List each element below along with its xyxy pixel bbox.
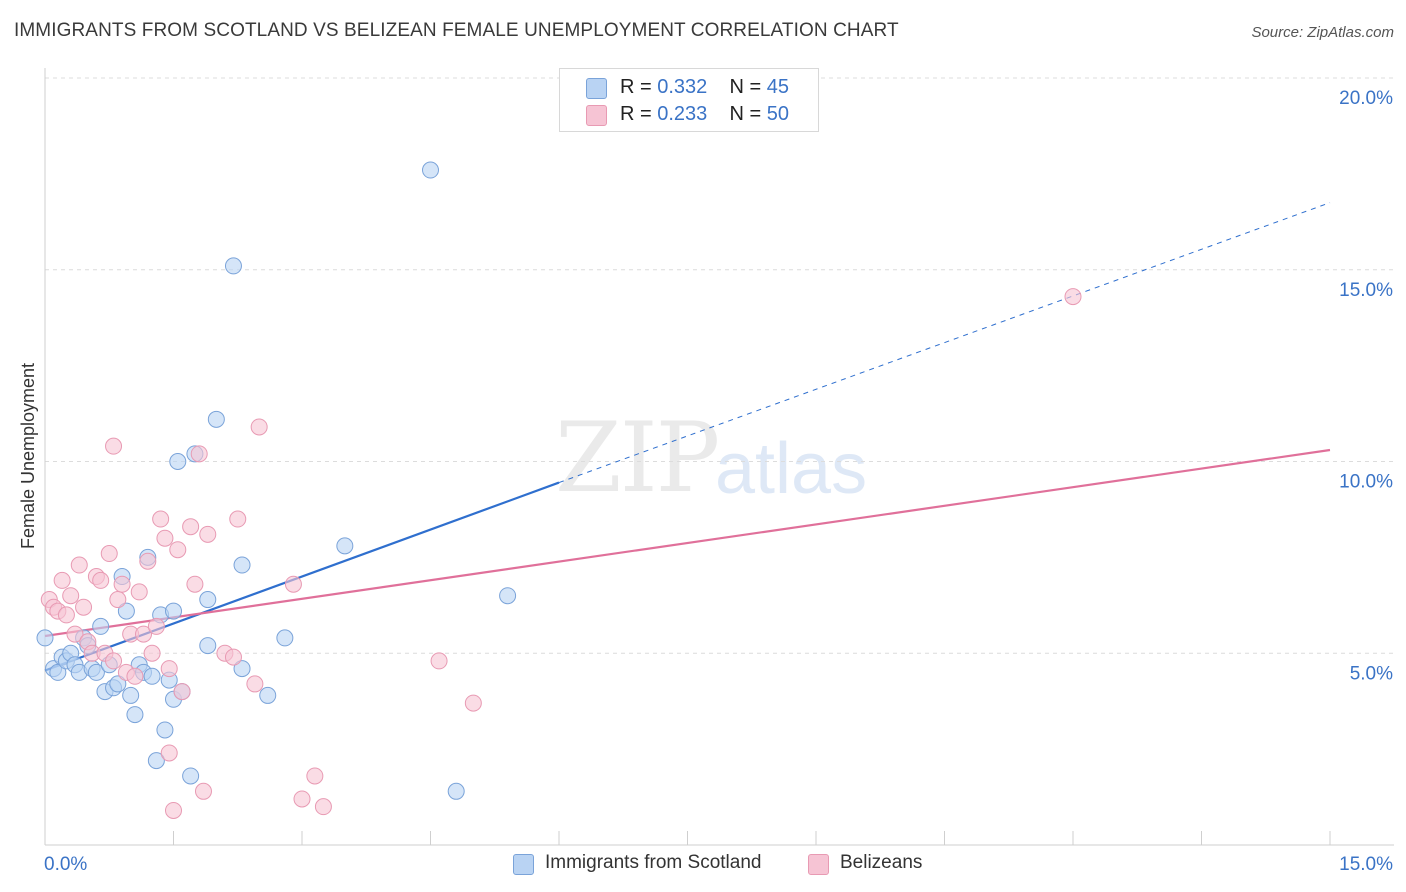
point-scotland: [156, 721, 174, 739]
point-belizean: [75, 598, 93, 616]
axis-labels: 5.0% 10.0% 15.0% 20.0% 0.0% 15.0% Female Unemp…: [18, 88, 1393, 875]
point-belizean: [173, 683, 191, 701]
point-belizean: [199, 525, 217, 543]
bottom-legend-label-scotland: Immigrants from Scotland: [545, 852, 762, 873]
point-scotland: [143, 667, 161, 685]
point-scotland: [499, 587, 517, 605]
point-scotland: [276, 629, 294, 647]
point-belizean: [53, 571, 71, 589]
point-scotland: [447, 782, 465, 800]
point-belizean: [66, 625, 84, 643]
point-scotland: [126, 706, 144, 724]
point-scotland: [199, 591, 217, 609]
point-belizean: [246, 675, 264, 693]
point-belizean: [182, 518, 200, 536]
point-belizean: [165, 801, 182, 819]
y-tick-label: 20.0%: [1339, 88, 1393, 109]
y-tick-label: 5.0%: [1350, 663, 1393, 684]
data-points: [36, 161, 1082, 819]
point-scotland: [122, 686, 140, 704]
point-belizean: [92, 571, 110, 589]
point-scotland: [147, 752, 165, 770]
point-belizean: [284, 575, 302, 593]
legend-n-value-belizean: 50: [766, 103, 790, 125]
point-belizean: [160, 660, 178, 678]
point-belizean: [293, 790, 311, 808]
point-scotland: [259, 686, 277, 704]
point-belizean: [152, 510, 170, 528]
point-belizean: [109, 591, 127, 609]
point-belizean: [135, 625, 153, 643]
point-belizean: [250, 418, 268, 436]
x-tick-label: 15.0%: [1339, 854, 1393, 875]
point-scotland: [117, 602, 135, 620]
point-scotland: [199, 637, 217, 655]
point-belizean: [100, 545, 118, 563]
y-tick-label: 15.0%: [1339, 280, 1393, 301]
watermark-atlas: atlas: [715, 429, 868, 509]
legend-n-label: N =: [729, 103, 762, 125]
point-scotland: [207, 410, 225, 428]
point-belizean: [1064, 288, 1082, 306]
axes: [44, 68, 1394, 846]
point-belizean: [126, 667, 144, 685]
point-scotland: [36, 629, 54, 647]
point-belizean: [62, 587, 80, 605]
point-belizean: [160, 744, 178, 762]
correlation-legend: R = 0.332 N = 45 R = 0.233 N = 50: [559, 68, 819, 132]
bottom-legend-label-belizean: Belizeans: [840, 852, 923, 873]
point-belizean: [156, 529, 174, 547]
trend-line-scotland-extension: [558, 202, 1331, 484]
point-scotland: [92, 617, 110, 635]
legend-swatch-scotland: [586, 78, 607, 99]
point-scotland: [109, 675, 127, 693]
bottom-legend-swatch-scotland: [513, 854, 534, 875]
point-scotland: [422, 161, 439, 179]
point-scotland: [233, 556, 251, 574]
source-label: Source: ZipAtlas.com: [1251, 24, 1394, 41]
point-belizean: [143, 644, 161, 662]
point-belizean: [169, 541, 187, 559]
y-tick-label: 10.0%: [1339, 472, 1393, 493]
point-belizean: [314, 798, 332, 816]
legend-n-label: N =: [729, 76, 762, 98]
legend-r-value-scotland: 0.332: [657, 76, 708, 98]
point-belizean: [70, 556, 88, 574]
point-scotland: [233, 660, 251, 678]
x-tick-label: 0.0%: [44, 854, 87, 875]
point-belizean: [194, 782, 212, 800]
watermark-zip: ZIP: [555, 402, 720, 514]
point-scotland: [182, 767, 200, 785]
legend-swatch-belizean: [586, 105, 607, 126]
point-belizean: [229, 510, 247, 528]
point-belizean: [105, 652, 123, 670]
point-belizean: [464, 694, 482, 712]
legend-r-value-belizean: 0.233: [657, 103, 708, 125]
point-belizean: [139, 552, 157, 570]
point-belizean: [105, 437, 123, 455]
point-scotland: [165, 602, 182, 620]
point-belizean: [113, 575, 131, 593]
point-belizean: [147, 617, 165, 635]
point-belizean: [430, 652, 448, 670]
point-scotland: [169, 453, 187, 470]
point-belizean: [190, 445, 208, 463]
chart-title: IMMIGRANTS FROM SCOTLAND VS BELIZEAN FEM…: [14, 20, 899, 41]
point-belizean: [186, 575, 204, 593]
legend-n-value-scotland: 45: [766, 76, 790, 98]
bottom-legend-swatch-belizean: [808, 854, 829, 875]
point-scotland: [87, 663, 105, 681]
point-belizean: [130, 583, 148, 601]
legend-r-label: R =: [620, 103, 652, 125]
point-scotland: [224, 257, 242, 275]
trend-line-belizean: [44, 448, 1331, 638]
legend-r-label: R =: [620, 76, 652, 98]
y-axis-label: Female Unemployment: [18, 363, 38, 549]
point-belizean: [306, 767, 324, 785]
point-belizean: [57, 606, 75, 624]
point-belizean: [224, 648, 242, 666]
point-scotland: [336, 537, 354, 555]
